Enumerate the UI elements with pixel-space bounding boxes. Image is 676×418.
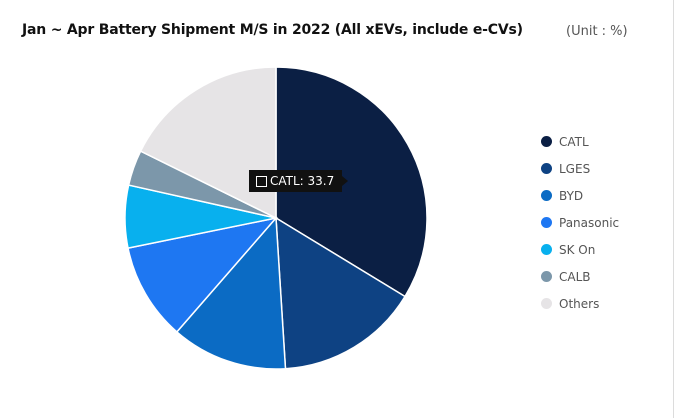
pie-slice-lges[interactable]	[275, 216, 407, 370]
legend-swatch-icon	[541, 244, 552, 255]
legend-label: SK On	[559, 242, 596, 257]
legend-item-sk-on[interactable]: SK On	[541, 236, 619, 263]
legend-label: CALB	[559, 269, 591, 284]
tooltip-swatch-icon	[256, 175, 267, 187]
legend-item-lges[interactable]: LGES	[541, 155, 619, 182]
legend-label: LGES	[559, 161, 591, 176]
chart-tooltip: CATL: 33.7	[249, 170, 349, 192]
pie-slice-byd[interactable]	[175, 216, 287, 370]
legend-item-others[interactable]: Others	[541, 290, 619, 317]
legend-swatch-icon	[541, 271, 552, 282]
pie-slice-panasonic[interactable]	[127, 216, 279, 333]
legend-swatch-icon	[541, 163, 552, 174]
legend-item-byd[interactable]: BYD	[541, 182, 619, 209]
legend-swatch-icon	[541, 190, 552, 201]
legend-label: CATL	[559, 134, 589, 149]
legend-label: Others	[559, 296, 600, 311]
legend-label: Panasonic	[559, 215, 620, 230]
tooltip-text: CATL: 33.7	[270, 174, 335, 188]
legend-swatch-icon	[541, 298, 552, 309]
legend-item-calb[interactable]: CALB	[541, 263, 619, 290]
legend-label: BYD	[559, 188, 584, 203]
legend-swatch-icon	[541, 136, 552, 147]
legend-item-panasonic[interactable]: Panasonic	[541, 209, 619, 236]
pie-slice-others[interactable]	[139, 66, 277, 220]
pie-slice-catl[interactable]	[275, 66, 428, 298]
chart-title: Jan ~ Apr Battery Shipment M/S in 2022 (…	[22, 22, 523, 38]
unit-label: (Unit : %)	[566, 24, 628, 39]
legend-swatch-icon	[541, 217, 552, 228]
legend-item-catl[interactable]: CATL	[541, 128, 619, 155]
chart-legend: CATL LGES BYD Panasonic SK On CALB Others	[541, 128, 619, 317]
